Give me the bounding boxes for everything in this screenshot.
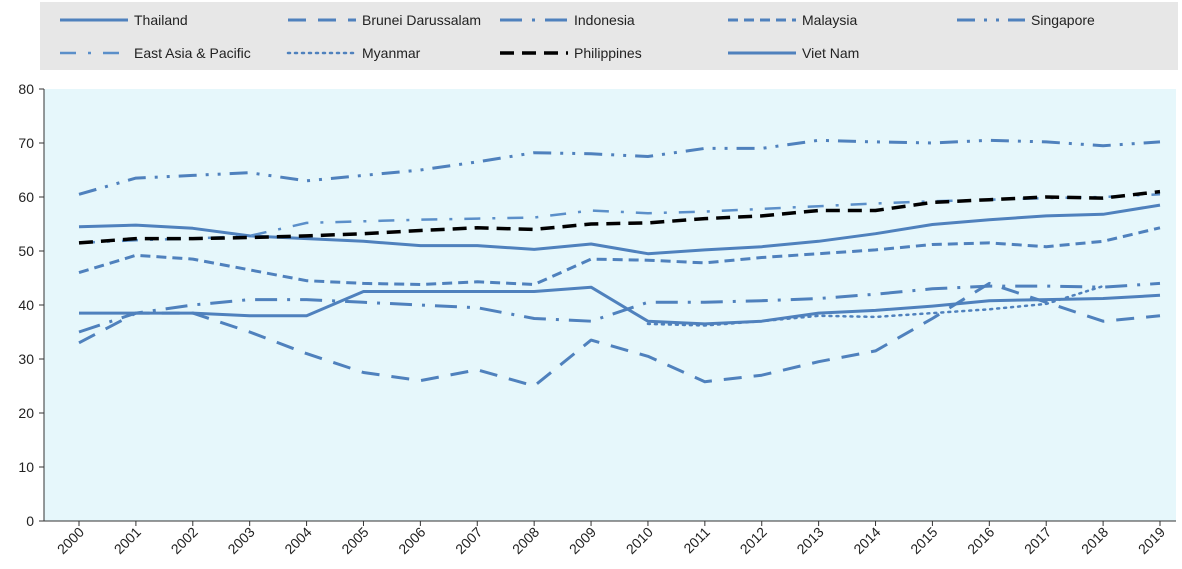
y-tick-label: 40 xyxy=(18,297,34,313)
x-tick-label: 2010 xyxy=(623,524,656,557)
legend-item-brunei-darussalam: Brunei Darussalam xyxy=(288,12,481,28)
legend-item-thailand: Thailand xyxy=(60,12,188,28)
x-tick-label: 2015 xyxy=(907,524,940,557)
x-tick-label: 2018 xyxy=(1078,524,1111,557)
legend-item-philippines: Philippines xyxy=(500,45,642,61)
x-tick-label: 2016 xyxy=(964,524,997,557)
y-tick-label: 0 xyxy=(26,513,34,529)
legend-label: Brunei Darussalam xyxy=(362,12,481,28)
x-tick-label: 2013 xyxy=(793,524,826,557)
y-tick-label: 50 xyxy=(18,243,34,259)
legend-label: Philippines xyxy=(574,45,642,61)
legend-item-myanmar: Myanmar xyxy=(286,45,421,61)
legend-label: Singapore xyxy=(1031,12,1095,28)
x-tick-label: 2003 xyxy=(224,524,257,557)
legend-item-singapore: Singapore xyxy=(957,12,1095,28)
legend-item-malaysia: Malaysia xyxy=(728,12,857,28)
legend-label: Malaysia xyxy=(802,12,857,28)
x-tick-label: 2017 xyxy=(1021,524,1054,557)
y-tick-label: 70 xyxy=(18,135,34,151)
legend-item-indonesia: Indonesia xyxy=(500,12,635,28)
legend-label: Indonesia xyxy=(574,12,635,28)
x-tick-label: 2014 xyxy=(850,524,883,557)
x-tick-label: 2005 xyxy=(338,524,371,557)
x-tick-label: 2012 xyxy=(737,524,770,557)
legend-label: East Asia & Pacific xyxy=(134,45,251,61)
x-tick-label: 2019 xyxy=(1135,524,1168,557)
series-line-brunei-darussalam xyxy=(78,281,1161,388)
plot-area xyxy=(44,89,1176,521)
x-tick-label: 2006 xyxy=(395,524,428,557)
x-tick-label: 2009 xyxy=(566,524,599,557)
series-line-viet-nam xyxy=(79,285,1161,326)
series-line-philippines xyxy=(78,189,1161,245)
series-line-indonesia xyxy=(78,281,1161,334)
series-line-singapore xyxy=(78,138,1161,196)
y-tick-label: 10 xyxy=(18,459,34,475)
legend-label: Thailand xyxy=(134,12,188,28)
y-tick-label: 20 xyxy=(18,405,34,421)
x-tick-label: 2011 xyxy=(680,524,713,557)
x-tick-label: 2002 xyxy=(168,524,201,557)
x-tick-label: 2007 xyxy=(452,524,485,557)
legend-panel xyxy=(40,2,1178,70)
x-tick-label: 2004 xyxy=(281,524,314,557)
y-tick-label: 30 xyxy=(18,351,34,367)
legend-item-viet-nam: Viet Nam xyxy=(728,45,859,61)
series-line-malaysia xyxy=(78,226,1161,286)
x-tick-label: 2000 xyxy=(54,524,87,557)
legend-label: Viet Nam xyxy=(802,45,859,61)
legend-item-east-asia-pacific: East Asia & Pacific xyxy=(60,45,251,61)
legend-label: Myanmar xyxy=(362,45,421,61)
x-tick-label: 2008 xyxy=(509,524,542,557)
y-tick-label: 60 xyxy=(18,189,34,205)
x-tick-label: 2001 xyxy=(111,524,144,557)
y-tick-label: 80 xyxy=(18,81,34,97)
